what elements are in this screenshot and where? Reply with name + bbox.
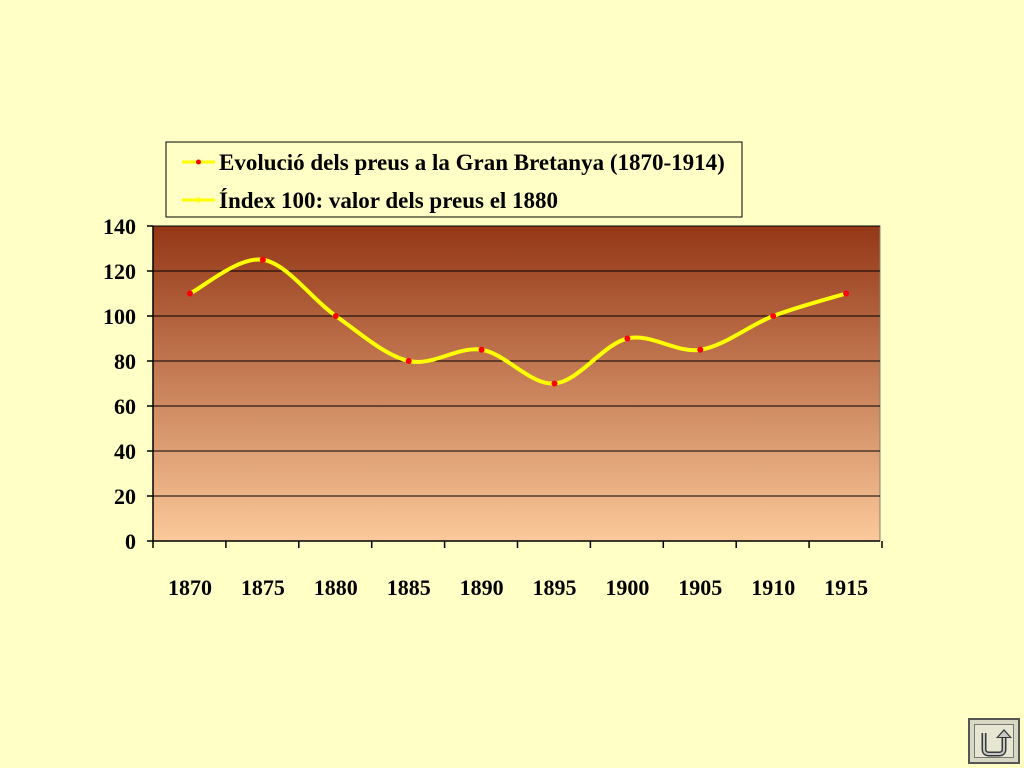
y-tick-label: 0 — [125, 529, 136, 554]
back-button-face — [974, 724, 1014, 758]
data-point — [697, 346, 704, 353]
data-point — [843, 290, 850, 297]
return-arrow-icon — [981, 729, 1012, 757]
y-tick-label: 20 — [114, 484, 136, 509]
data-point — [332, 313, 339, 319]
x-tick-label: 1915 — [824, 575, 868, 600]
x-tick-label: 1910 — [751, 575, 795, 600]
y-tick-label: 140 — [103, 214, 136, 239]
y-tick-label: 40 — [114, 439, 136, 464]
legend-box — [165, 141, 743, 218]
chart-legend: Evolució dels preus a la Gran Bretanya (… — [165, 141, 743, 218]
data-point — [478, 346, 485, 353]
data-point — [551, 380, 558, 387]
data-point — [405, 358, 412, 364]
legend-swatch-marker — [196, 197, 201, 203]
y-tick-label: 60 — [114, 394, 136, 419]
y-tick-label: 120 — [103, 259, 136, 284]
x-tick-label: 1905 — [678, 575, 722, 600]
x-tick-label: 1890 — [460, 575, 504, 600]
x-tick-label: 1870 — [168, 575, 212, 600]
x-tick-label: 1880 — [314, 575, 358, 600]
data-point — [624, 335, 631, 342]
back-button[interactable] — [968, 718, 1020, 764]
legend-swatch-marker — [196, 159, 201, 165]
x-tick-label: 1900 — [605, 575, 649, 600]
plot-area — [152, 225, 881, 542]
x-tick-label: 1895 — [533, 575, 577, 600]
legend-label: Evolució dels preus a la Gran Bretanya (… — [219, 150, 725, 175]
y-tick-label: 80 — [114, 349, 136, 374]
data-point — [259, 256, 266, 263]
series-line — [189, 257, 847, 386]
legend-label: Índex 100: valor dels preus el 1880 — [219, 188, 558, 213]
x-tick-label: 1885 — [387, 575, 431, 600]
data-point — [187, 290, 193, 297]
data-point — [770, 313, 777, 319]
x-tick-label: 1875 — [241, 575, 285, 600]
y-tick-label: 100 — [103, 304, 136, 329]
